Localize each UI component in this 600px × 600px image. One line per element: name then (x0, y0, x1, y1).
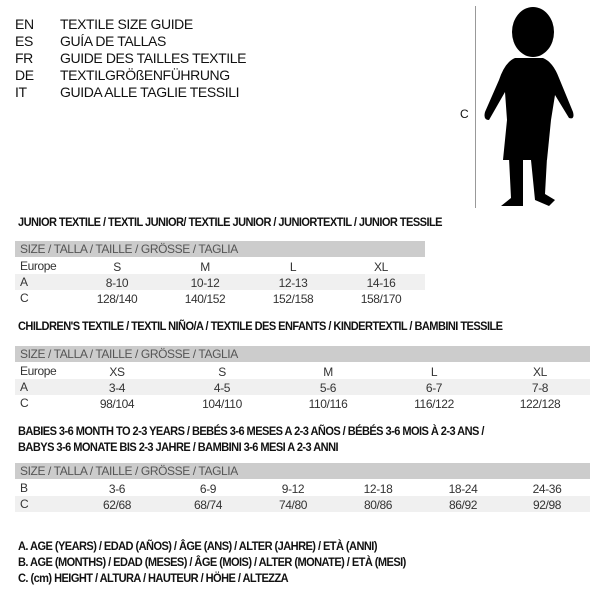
table-row: C 128/140 140/152 152/158 158/170 (15, 290, 425, 306)
row-label: C (20, 396, 29, 410)
table-cell: 98/104 (99, 397, 135, 411)
language-code: DE (15, 67, 34, 83)
table-row: Europe XS S M L XL (15, 363, 590, 379)
table-header: SIZE / TALLA / TAILLE / GRÖSSE / TAGLIA (15, 241, 425, 257)
table-cell: 122/128 (519, 397, 561, 411)
table-cell: XL (533, 365, 547, 379)
table-cell: 116/122 (414, 397, 454, 411)
table-cell: 6-9 (199, 482, 217, 496)
table-cell: 24-36 (532, 482, 562, 496)
language-title: TEXTILE SIZE GUIDE (60, 16, 193, 32)
section-title: JUNIOR TEXTILE / TEXTIL JUNIOR/ TEXTILE … (18, 215, 443, 229)
table-header: SIZE / TALLA / TAILLE / GRÖSSE / TAGLIA (15, 346, 590, 362)
table-cell: 80/86 (363, 498, 393, 512)
table-cell: 152/158 (272, 292, 314, 306)
row-label: B (20, 481, 28, 495)
language-code: FR (15, 50, 33, 66)
height-label: C (460, 107, 469, 121)
table-cell: 3-4 (108, 381, 126, 395)
header-label: SIZE / TALLA / TAILLE / GRÖSSE / TAGLIA (20, 242, 238, 256)
row-label: Europe (20, 364, 57, 378)
table-cell: 5-6 (319, 381, 337, 395)
row-label: C (20, 497, 29, 511)
table-cell: L (289, 260, 297, 274)
language-code: EN (15, 16, 34, 32)
table-header: SIZE / TALLA / TAILLE / GRÖSSE / TAGLIA (15, 463, 590, 479)
legend-line: A. AGE (YEARS) / EDAD (AÑOS) / ÂGE (ANS)… (18, 539, 377, 553)
child-silhouette (484, 7, 574, 206)
table-cell: 8-10 (105, 276, 129, 290)
table-cell: 74/80 (278, 498, 308, 512)
row-label: Europe (20, 259, 57, 273)
table-row: Europe S M L XL (15, 258, 425, 274)
table-cell: S (218, 365, 226, 379)
table-cell: 158/170 (360, 292, 402, 306)
table-cell: 140/152 (184, 292, 226, 306)
table-cell: 18-24 (448, 482, 478, 496)
language-code: IT (15, 84, 27, 100)
table-cell: 4-5 (213, 381, 231, 395)
table-cell: 9-12 (281, 482, 305, 496)
table-cell: 86/92 (448, 498, 478, 512)
table-cell: M (323, 365, 333, 379)
row-label: A (20, 275, 28, 289)
table-cell: XL (374, 260, 388, 274)
table-cell: 10-12 (190, 276, 220, 290)
table-row: A 3-4 4-5 5-6 6-7 7-8 (15, 379, 590, 395)
table-cell: XS (109, 365, 125, 379)
table-cell: 6-7 (425, 381, 443, 395)
table-cell: 7-8 (531, 381, 549, 395)
row-label: C (20, 291, 29, 305)
language-title: GUIDE DES TAILLES TEXTILE (60, 50, 247, 66)
table-row: C 62/68 68/74 74/80 80/86 86/92 92/98 (15, 496, 590, 512)
table-cell: 92/98 (532, 498, 562, 512)
table-cell: 62/68 (102, 498, 132, 512)
table-cell: 12-18 (363, 482, 393, 496)
table-row: B 3-6 6-9 9-12 12-18 18-24 24-36 (15, 480, 590, 496)
height-line (475, 6, 476, 208)
legend-line: B. AGE (MONTHS) / EDAD (MESES) / ÂGE (MO… (18, 555, 406, 569)
language-title: GUÍA DE TALLAS (60, 33, 166, 49)
table-cell: S (113, 260, 121, 274)
header-label: SIZE / TALLA / TAILLE / GRÖSSE / TAGLIA (20, 347, 238, 361)
table-row: A 8-10 10-12 12-13 14-16 (15, 274, 425, 290)
child-figure: C (455, 0, 595, 215)
table-cell: 14-16 (366, 276, 396, 290)
table-cell: 128/140 (96, 292, 138, 306)
table-cell: 12-13 (278, 276, 308, 290)
section-title: CHILDREN'S TEXTILE / TEXTIL NIÑO/A / TEX… (18, 319, 503, 333)
table-row: C 98/104 104/110 110/116 116/122 122/128 (15, 395, 590, 411)
language-code: ES (15, 33, 33, 49)
table-cell: 68/74 (193, 498, 223, 512)
section-title: BABYS 3-6 MONATE BIS 2-3 JAHRE / BAMBINI… (18, 440, 339, 454)
table-cell: M (200, 260, 210, 274)
language-title: TEXTILGRÖßENFÜHRUNG (60, 67, 230, 83)
section-title: BABIES 3-6 MONTH TO 2-3 YEARS / BEBÉS 3-… (18, 424, 484, 438)
row-label: A (20, 380, 28, 394)
table-cell: L (430, 365, 438, 379)
header-label: SIZE / TALLA / TAILLE / GRÖSSE / TAGLIA (20, 464, 238, 478)
table-cell: 104/110 (202, 397, 242, 411)
legend-line: C. (cm) HEIGHT / ALTURA / HAUTEUR / HÖHE… (18, 571, 289, 585)
language-title: GUIDA ALLE TAGLIE TESSILI (60, 84, 240, 100)
table-cell: 3-6 (108, 482, 126, 496)
table-cell: 110/116 (308, 397, 348, 411)
